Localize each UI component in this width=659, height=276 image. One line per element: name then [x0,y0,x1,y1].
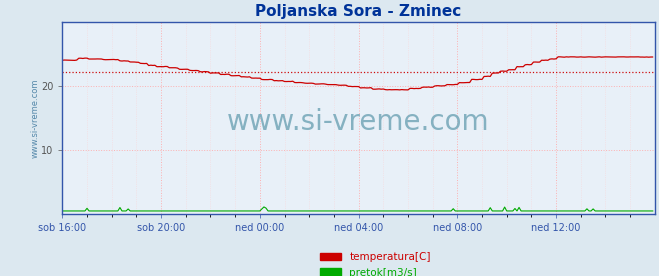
Y-axis label: www.si-vreme.com: www.si-vreme.com [30,78,40,158]
Legend: temperatura[C], pretok[m3/s]: temperatura[C], pretok[m3/s] [316,248,435,276]
Text: www.si-vreme.com: www.si-vreme.com [227,108,490,136]
Title: Poljanska Sora - Zminec: Poljanska Sora - Zminec [256,4,462,19]
